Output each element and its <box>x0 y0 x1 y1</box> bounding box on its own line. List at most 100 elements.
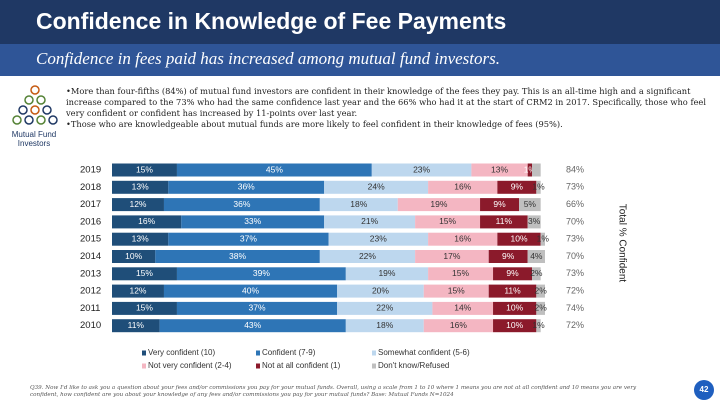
data-label: 23% <box>413 164 430 174</box>
total-axis-label: Total % Confident <box>616 204 627 283</box>
data-label: 2% <box>535 303 548 313</box>
total-label: 74% <box>566 303 584 313</box>
bar-segment <box>181 215 325 229</box>
bar-segment <box>112 180 169 194</box>
bullets: •More than four-fifths (84%) of mutual f… <box>66 86 716 130</box>
data-label: 11% <box>496 216 513 226</box>
y-tick-label: 2010 <box>80 320 101 331</box>
total-label: 73% <box>566 182 584 192</box>
total-label: 84% <box>566 164 584 174</box>
data-label: 2% <box>535 285 548 295</box>
bar-segment <box>155 250 320 263</box>
y-tick-label: 2017 <box>80 199 101 210</box>
legend-swatch <box>142 350 146 356</box>
data-label: 16% <box>138 216 155 226</box>
total-label: 70% <box>566 251 584 261</box>
legend-label: Very confident (10) <box>148 348 215 357</box>
data-label: 1% <box>524 164 537 174</box>
data-label: 1% <box>532 182 545 192</box>
page-number: 42 <box>694 380 714 400</box>
data-label: 33% <box>244 216 261 226</box>
bar-segment <box>345 267 429 281</box>
bar-segment <box>328 232 429 246</box>
data-label: 15% <box>452 268 469 278</box>
investor-icon <box>12 85 58 125</box>
legend-swatch <box>256 363 260 369</box>
bar-segment <box>540 232 545 246</box>
legend-swatch <box>372 363 376 369</box>
data-label: 13% <box>132 182 149 192</box>
data-label: 5% <box>524 199 537 209</box>
data-label: 13% <box>132 233 149 243</box>
bar-segment <box>371 163 472 177</box>
data-label: 12% <box>129 199 146 209</box>
bar-segment <box>432 301 494 315</box>
bar-segment <box>480 198 520 212</box>
legend-label: Somewhat confident (5-6) <box>378 348 470 357</box>
bar-segment <box>428 180 498 194</box>
bar-segment <box>536 301 545 315</box>
bullet: •Those who are knowledgeable about mutua… <box>66 119 563 129</box>
legend-label: Not at all confident (1) <box>262 361 341 370</box>
data-label: 15% <box>136 268 153 278</box>
data-label: 45% <box>266 164 283 174</box>
bar-segment <box>159 319 346 333</box>
bar-segment <box>527 163 533 177</box>
bar-segment <box>319 250 416 263</box>
data-label: 16% <box>454 182 471 192</box>
bar-segment <box>493 267 533 281</box>
bar-segment <box>397 198 481 212</box>
data-label: 2% <box>530 268 543 278</box>
bar-segment <box>488 250 528 263</box>
data-label: 18% <box>350 199 367 209</box>
data-label: 10% <box>506 320 523 330</box>
bar-segment <box>163 284 338 298</box>
data-label: 9% <box>502 251 515 261</box>
legend-swatch <box>142 363 146 369</box>
data-label: 13% <box>491 164 508 174</box>
bar-segment <box>319 198 398 212</box>
data-label: 1% <box>532 320 545 330</box>
bar-segment <box>345 319 424 333</box>
bar-segment <box>112 267 177 281</box>
subtitle-band <box>0 44 720 76</box>
bar-segment <box>488 284 537 298</box>
legend-label: Confident (7-9) <box>262 348 316 357</box>
data-label: 20% <box>372 285 389 295</box>
bar-segment <box>527 215 541 229</box>
bar-segment <box>112 198 164 212</box>
bar-segment <box>536 319 541 333</box>
bar-segment <box>428 232 498 246</box>
data-label: 16% <box>450 320 467 330</box>
bar-segment <box>176 163 372 177</box>
bar-segment <box>112 301 177 315</box>
data-label: 37% <box>249 303 266 313</box>
bar-segment <box>112 319 160 333</box>
bar-segment <box>168 180 325 194</box>
legend-label: Not very confident (2-4) <box>148 361 232 370</box>
data-label: 22% <box>359 251 376 261</box>
bar-segment <box>519 198 541 212</box>
data-label: 11% <box>504 285 521 295</box>
data-label: 43% <box>244 320 261 330</box>
data-label: 9% <box>493 199 506 209</box>
bar-segment <box>471 163 528 177</box>
bar-segment <box>176 301 338 315</box>
y-tick-label: 2019 <box>80 165 101 176</box>
bar-segment <box>527 250 545 263</box>
data-label: 15% <box>136 164 153 174</box>
y-tick-label: 2011 <box>80 303 100 314</box>
legend-swatch <box>372 350 376 356</box>
data-label: 11% <box>128 320 145 330</box>
data-label: 4% <box>530 251 543 261</box>
data-label: 39% <box>253 268 270 278</box>
bar-segment <box>428 267 494 281</box>
data-label: 9% <box>506 268 519 278</box>
bar-segment <box>497 232 541 246</box>
bar-segment <box>415 215 481 229</box>
bar-segment <box>423 319 494 333</box>
bar-segment <box>168 232 329 246</box>
bar-segment <box>480 215 528 229</box>
bar-segment <box>415 250 489 263</box>
